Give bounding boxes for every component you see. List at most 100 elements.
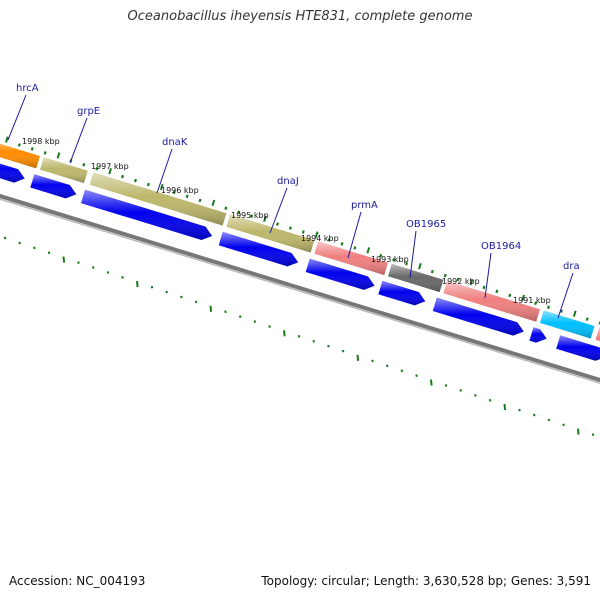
tick-mark (367, 248, 369, 254)
tick-mark (290, 227, 291, 230)
tick-mark (504, 404, 505, 410)
tick-mark (181, 296, 182, 298)
kbp-labels: 1998 kbp 1997 kbp 1996 kbp 1995 kbp 1994 kbp… (22, 137, 551, 305)
tick-mark (255, 320, 256, 322)
outer-tick-marks (0, 136, 600, 329)
tick-mark (148, 183, 149, 186)
tick-mark (432, 270, 433, 273)
kbp-label: 1998 kbp (22, 137, 60, 146)
kbp-label: 1994 kbp (301, 234, 339, 243)
tick-mark (593, 434, 594, 436)
tick-mark (187, 195, 188, 198)
tick-mark (342, 242, 343, 245)
tick-mark (313, 340, 314, 342)
tick-mark (446, 384, 447, 386)
kbp-label: 1991 kbp (513, 296, 551, 305)
tick-mark (19, 242, 20, 244)
tick-mark (210, 306, 211, 312)
gene-block-shading (540, 311, 595, 339)
cds-arrow-shading (556, 335, 600, 360)
tick-mark (225, 311, 226, 313)
leader-line-hrcA (8, 95, 26, 140)
gene-label-dra[interactable]: dra (563, 261, 580, 272)
tick-mark (5, 237, 6, 239)
kbp-label: 1993 kbp (371, 255, 409, 264)
tick-mark (19, 144, 20, 147)
tick-mark (416, 375, 417, 377)
leader-line-dnaJ (270, 188, 287, 233)
leader-line-grpE (70, 118, 87, 163)
leader-line-dra (558, 273, 573, 318)
gene-label-hrcA[interactable]: hrcA (16, 83, 39, 94)
tick-mark (135, 179, 136, 182)
tick-mark (299, 335, 300, 337)
tick-mark (563, 424, 564, 426)
tick-mark (108, 271, 109, 273)
tick-mark (490, 399, 491, 401)
backbone-line (0, 186, 600, 382)
gene-label-OB1965[interactable]: OB1965 (406, 219, 446, 230)
tick-mark (32, 147, 33, 150)
tick-mark (200, 199, 201, 202)
tick-mark (83, 163, 84, 166)
tick-mark (152, 286, 153, 288)
tick-mark (475, 394, 476, 396)
kbp-label: 1995 kbp (231, 211, 269, 220)
tick-mark (196, 301, 197, 303)
tick-mark (225, 207, 226, 210)
tick-mark (166, 291, 167, 293)
tick-mark (574, 311, 576, 317)
tick-mark (372, 360, 373, 362)
tick-mark (122, 276, 123, 278)
tick-mark (419, 263, 421, 269)
genome-backbone (0, 186, 600, 385)
gene-label-prmA[interactable]: prmA (351, 200, 378, 211)
tick-mark (284, 330, 285, 336)
tick-mark (49, 252, 50, 254)
kbp-label: 1992 kbp (442, 277, 480, 286)
genome-summary-text: Topology: circular; Length: 3,630,528 bp… (261, 574, 591, 588)
tick-mark (548, 306, 549, 309)
cds-track (0, 157, 600, 361)
tick-mark (93, 266, 94, 268)
gene-label-dnaK[interactable]: dnaK (162, 137, 188, 148)
leader-line-prmA (348, 212, 361, 258)
kbp-label: 1996 kbp (161, 186, 199, 195)
genome-title: Oceanobacillus iheyensis HTE831, complet… (0, 9, 600, 24)
tick-mark (549, 419, 550, 421)
tick-mark (45, 151, 46, 154)
tick-mark (6, 137, 8, 143)
tick-mark (328, 345, 329, 347)
tick-mark (240, 316, 241, 318)
tick-mark (496, 290, 497, 293)
gene-label-grpE[interactable]: grpE (77, 106, 100, 117)
leader-line-OB1964 (485, 253, 491, 298)
kbp-label: 1997 kbp (91, 162, 129, 171)
tick-mark (354, 246, 355, 249)
tick-mark (357, 355, 358, 361)
tick-mark (402, 370, 403, 372)
tick-mark (58, 153, 60, 159)
tick-mark (431, 379, 432, 385)
gene-label-OB1964[interactable]: OB1964 (481, 241, 521, 252)
tick-mark (34, 247, 35, 249)
tick-mark (587, 318, 588, 321)
tick-mark (519, 409, 520, 411)
tick-mark (269, 325, 270, 327)
tick-mark (212, 200, 214, 206)
tick-mark (277, 223, 278, 226)
tick-mark (137, 281, 138, 287)
cds-arrow-shading (529, 327, 546, 342)
tick-mark (484, 286, 485, 289)
tick-mark (460, 389, 461, 391)
tick-mark (122, 175, 123, 178)
accession-text: Accession: NC_004193 (9, 574, 145, 588)
tick-mark (534, 414, 535, 416)
gene-label-dnaJ[interactable]: dnaJ (277, 176, 299, 187)
tick-mark (343, 350, 344, 352)
tick-mark (63, 257, 64, 263)
tick-mark (387, 365, 388, 367)
tick-mark (578, 429, 579, 435)
